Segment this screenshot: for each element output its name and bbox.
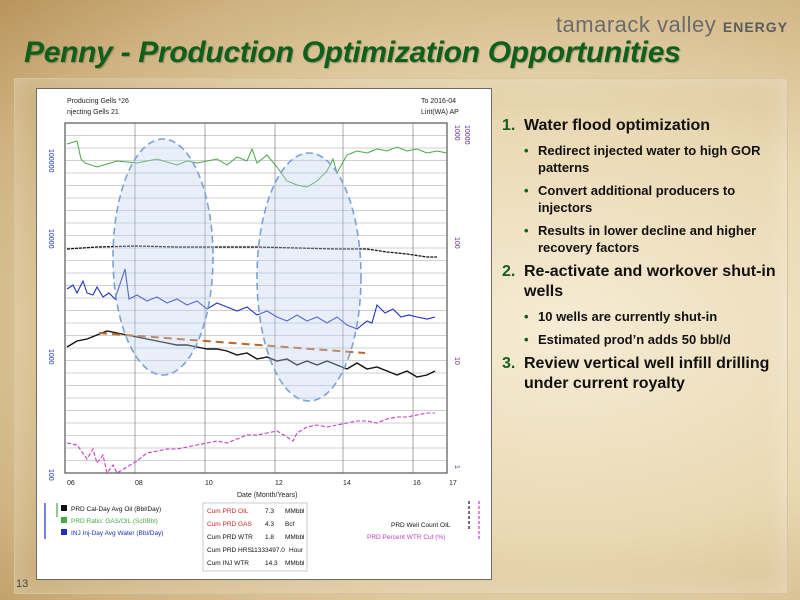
slide-frame bbox=[14, 78, 788, 594]
bullet-dot-icon: • bbox=[524, 223, 529, 238]
production-chart: Producing Gells *26 njecting Gells 21 To… bbox=[36, 88, 492, 580]
cum-unit: MMbbl bbox=[285, 508, 305, 515]
sub-bullet: • 10 wells are currently shut-in bbox=[524, 308, 782, 325]
brand-suffix: ENERGY bbox=[722, 19, 788, 35]
water-cut-series-line bbox=[66, 412, 435, 475]
right-tick-5: 1 bbox=[453, 465, 460, 469]
bullet-dot-icon: • bbox=[524, 143, 529, 158]
cum-label: Cum PRD GAS bbox=[207, 521, 252, 528]
injection-series-line bbox=[66, 268, 436, 330]
cum-value: 7.3 bbox=[265, 508, 274, 515]
right-tick-1: 1000 bbox=[453, 125, 460, 141]
cum-value: 4.3 bbox=[265, 521, 274, 528]
gridlines bbox=[65, 123, 447, 473]
cum-unit: MMbbl bbox=[285, 560, 305, 567]
x-tick: 06 bbox=[67, 480, 75, 487]
cum-value: 14.3 bbox=[265, 560, 278, 567]
x-tick: 08 bbox=[135, 480, 143, 487]
legend-inj: INJ Inj-Day Avg Water (Bbl/Day) bbox=[71, 530, 163, 537]
cum-label: Cum PRD WTR bbox=[207, 534, 253, 541]
left-tick-4: 100 bbox=[47, 469, 54, 481]
x-tick: 17 bbox=[449, 480, 457, 487]
sub-bullet: • Convert additional producers to injecto… bbox=[524, 182, 782, 216]
waterflood-highlight-right bbox=[256, 152, 362, 402]
gas-series-line bbox=[66, 245, 437, 258]
sub-bullet: • Results in lower decline and higher rec… bbox=[524, 222, 782, 256]
legend-swatch-inj bbox=[61, 529, 67, 535]
bullet-2: 2. Re-activate and workover shut-in wells bbox=[502, 262, 782, 302]
bullet-3: 3. Review vertical well infill drilling u… bbox=[502, 354, 782, 394]
sub-bullet: • Redirect injected water to high GOR pat… bbox=[524, 142, 782, 176]
waterflood-highlight-left bbox=[112, 138, 214, 376]
bullet-dot-icon: • bbox=[524, 309, 529, 324]
legend-well-count: PRD Well Count OIL bbox=[391, 522, 451, 529]
legend-oil: PRD Cal-Day Avg Oil (Bbl/Day) bbox=[71, 506, 161, 513]
cumulative-table: Cum PRD OIL 7.3 MMbbl Cum PRD GAS 4.3 Bc… bbox=[202, 502, 308, 572]
legend-gor: PRD Ratio: GAS/OIL (Scf/Bbl) bbox=[71, 518, 158, 525]
slide-title: Penny - Production Optimization Opportun… bbox=[24, 36, 681, 69]
bullet-text: Review vertical well infill drilling und… bbox=[524, 355, 770, 392]
legend-swatch-gor bbox=[61, 517, 67, 523]
chart-header-unit: Lirit(WA) AP bbox=[421, 109, 459, 116]
left-tick-1: 100000 bbox=[47, 149, 54, 172]
chart-header-date: To 2016-04 bbox=[421, 98, 456, 105]
cum-unit: Bcf bbox=[285, 521, 295, 528]
sub-bullet-text: 10 wells are currently shut-in bbox=[538, 309, 718, 324]
cum-label: Cum INJ WTR bbox=[207, 560, 249, 567]
bullet-number: 1. bbox=[502, 117, 516, 134]
x-tick: 10 bbox=[205, 480, 213, 487]
right-tick-2: 10000 bbox=[463, 125, 470, 145]
x-tick: 14 bbox=[343, 480, 351, 487]
left-tick-3: 1000 bbox=[47, 349, 54, 365]
bullet-text: Re-activate and workover shut-in wells bbox=[524, 263, 776, 300]
bullet-dot-icon: • bbox=[524, 332, 529, 347]
sub-bullet: • Estimated prod’n adds 50 bbl/d bbox=[524, 331, 782, 348]
chart-header-injecting: njecting Gells 21 bbox=[67, 109, 119, 116]
sub-bullet-text: Results in lower decline and higher reco… bbox=[538, 223, 757, 255]
bullet-dot-icon: • bbox=[524, 183, 529, 198]
company-logo: tamarack valley ENERGY bbox=[556, 12, 788, 38]
cum-value: 1.8 bbox=[265, 534, 274, 541]
bullet-number: 2. bbox=[502, 263, 516, 280]
bullet-text: Water flood optimization bbox=[524, 117, 711, 134]
sub-bullet-text: Convert additional producers to injector… bbox=[538, 183, 736, 215]
bullet-list: 1. Water flood optimization • Redirect inj… bbox=[502, 116, 782, 400]
legend-water-cut: PRD Percent WTR Cut (%) bbox=[367, 534, 445, 541]
production-chart-svg: Producing Gells *26 njecting Gells 21 To… bbox=[44, 98, 480, 572]
chart-header-producing: Producing Gells *26 bbox=[67, 98, 129, 105]
page-number: 13 bbox=[16, 578, 29, 590]
x-tick: 16 bbox=[413, 480, 421, 487]
left-tick-2: 10000 bbox=[47, 229, 54, 249]
x-axis-label: Date (Month/Years) bbox=[237, 492, 297, 499]
cum-unit: MMbbl bbox=[285, 534, 305, 541]
sub-bullet-text: Redirect injected water to high GOR patt… bbox=[538, 143, 761, 175]
cum-label: Cum PRD HRS bbox=[207, 547, 252, 554]
decline-trend-line bbox=[98, 332, 366, 354]
cum-value: 11333497.0 bbox=[251, 547, 285, 554]
gor-series-line bbox=[66, 140, 448, 188]
bullet-1: 1. Water flood optimization bbox=[502, 116, 782, 136]
legend-swatch-oil bbox=[61, 505, 67, 511]
brand-name: tamarack valley bbox=[555, 12, 717, 37]
bullet-number: 3. bbox=[502, 355, 516, 372]
cum-label: Cum PRD OIL bbox=[207, 508, 249, 515]
x-tick: 12 bbox=[275, 480, 283, 487]
right-tick-3: 100 bbox=[453, 237, 460, 249]
cum-unit: Hour bbox=[289, 547, 304, 554]
right-tick-4: 10 bbox=[453, 357, 460, 365]
sub-bullet-text: Estimated prod’n adds 50 bbl/d bbox=[538, 332, 731, 347]
